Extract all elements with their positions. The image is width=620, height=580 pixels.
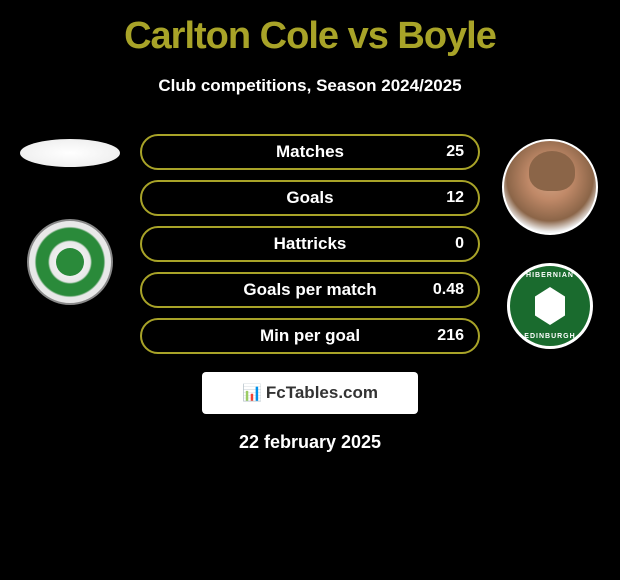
right-column: HIBERNIAN EDINBURGH — [490, 134, 610, 349]
club-badge-text-bottom: EDINBURGH — [510, 333, 590, 340]
stat-bar-matches: Matches 25 — [140, 134, 480, 170]
club-badge-left — [27, 219, 113, 305]
club-badge-text-top: HIBERNIAN — [510, 272, 590, 279]
stat-value-right: 0 — [455, 235, 464, 253]
stat-bar-min-per-goal: Min per goal 216 — [140, 318, 480, 354]
player-right-avatar — [502, 139, 598, 235]
stat-bar-goals: Goals 12 — [140, 180, 480, 216]
club-badge-right: HIBERNIAN EDINBURGH — [507, 263, 593, 349]
stat-value-right: 25 — [446, 143, 464, 161]
stat-label: Goals per match — [142, 280, 478, 300]
stat-value-right: 12 — [446, 189, 464, 207]
content-row: Matches 25 Goals 12 Hattricks 0 Goals pe… — [10, 134, 610, 453]
brand-text: FcTables.com — [266, 383, 378, 403]
stat-bar-hattricks: Hattricks 0 — [140, 226, 480, 262]
brand-logo: 📊 FcTables.com — [202, 372, 418, 414]
left-column — [10, 134, 130, 305]
stat-value-right: 216 — [437, 327, 464, 345]
subtitle: Club competitions, Season 2024/2025 — [10, 76, 610, 96]
stats-column: Matches 25 Goals 12 Hattricks 0 Goals pe… — [130, 134, 490, 453]
stat-label: Min per goal — [142, 326, 478, 346]
stat-bar-goals-per-match: Goals per match 0.48 — [140, 272, 480, 308]
main-container: Carlton Cole vs Boyle Club competitions,… — [0, 0, 620, 463]
chart-icon: 📊 — [242, 383, 262, 403]
player-left-avatar — [20, 139, 120, 167]
stat-label: Hattricks — [142, 234, 478, 254]
stat-value-right: 0.48 — [433, 281, 464, 299]
stat-label: Goals — [142, 188, 478, 208]
page-title: Carlton Cole vs Boyle — [10, 15, 610, 58]
stat-label: Matches — [142, 142, 478, 162]
date-text: 22 february 2025 — [140, 432, 480, 453]
